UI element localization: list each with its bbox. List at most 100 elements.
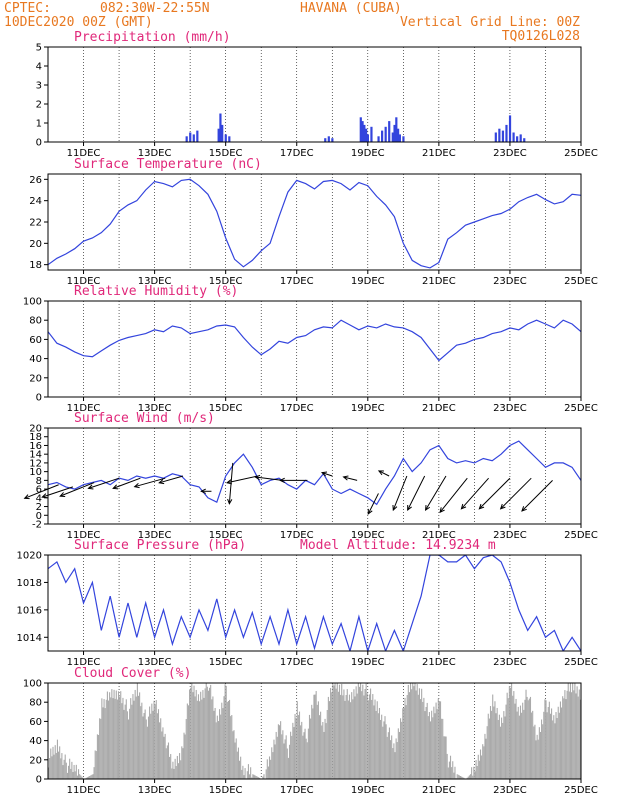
cloud-bar [268,756,271,779]
cloud-bar [234,742,236,779]
wind-arrowhead [200,488,206,494]
wind-arrow [42,486,74,498]
cloud-bar [214,707,216,779]
cloud-bar [246,771,248,779]
cloud-bar [314,694,316,779]
y-tick-label: 5 [36,43,42,54]
cloud-bar [402,708,404,779]
cloud-bar [116,699,118,779]
cloud-bar [380,719,382,779]
cloud-bar [364,689,366,779]
cloud-bar [383,721,385,779]
cloud-bar [240,756,242,779]
cloud-bar [99,718,101,779]
cloud-bar [142,716,144,779]
cloud-bar [195,689,197,779]
precip-bar [388,121,391,142]
cloud-bar [275,731,277,779]
cloud-bar [531,712,533,779]
wind-arrow [88,477,120,489]
wind-arrowhead [158,479,165,485]
cloud-bar [255,776,257,779]
wind-arrow [461,477,489,510]
cloud-bar [527,700,529,779]
series-wind [48,440,581,506]
cloud-bar [407,684,409,779]
cloud-bar [280,721,282,779]
precip-bar [384,126,387,142]
x-tick-label: 13DEC [138,657,172,668]
wind-arrowhead [377,470,384,476]
cloud-bar [381,714,383,779]
cloud-bar [368,694,371,779]
cloud-bar [241,769,243,779]
cloud-bar [134,689,136,779]
panel-frame [47,682,582,780]
y-tick-label: 2 [36,100,42,111]
wind-arrowhead [424,504,431,511]
cloud-bar [486,726,488,779]
cloud-bar [311,704,313,779]
cloud-bar [101,698,103,779]
cloud-bar [82,777,84,779]
x-tick-label: 13DEC [138,403,172,414]
cloud-bar [154,704,156,779]
cloud-bar [519,705,522,779]
cloud-bar [206,686,208,779]
wind-arrowhead [499,503,506,510]
cloud-bar [165,748,167,779]
cloud-bar [557,706,559,779]
cloud-bar [398,731,401,779]
cloud-bar [137,695,140,779]
x-tick-label: 21DEC [422,530,456,541]
cloud-bar [301,721,303,779]
cloud-bar [77,769,80,779]
cloud-bar [102,707,104,779]
cloud-bar [515,698,517,779]
cloud-bar [514,703,516,779]
cloud-bar [436,709,438,779]
cloud-bar [345,695,347,779]
cloud-bar [367,700,369,779]
cloud-bar [100,718,102,779]
wind-arrow [392,475,408,511]
cloud-bar [103,699,105,779]
wind-arrowhead [227,498,233,505]
cloud-bar [313,694,315,779]
x-tick-label: 17DEC [280,657,314,668]
cloud-bar [120,691,122,779]
wind-arrowhead [392,504,398,512]
cloud-bar [162,727,164,779]
wind-arrow [378,470,390,477]
cloud-bar [456,774,458,779]
cloud-bar [119,696,121,779]
cloud-bar [428,712,430,779]
cloud-bar [286,748,288,779]
cloud-bar [525,689,527,779]
x-tick-label: 15DEC [209,530,243,541]
precip-bar [189,132,192,142]
cloud-bar [192,692,194,779]
y-tick-label: 26 [29,175,42,186]
cloud-bar [306,742,308,779]
header-location: HAVANA (CUBA) [300,1,402,16]
cloud-bar [258,777,261,779]
cloud-bar [160,718,162,779]
cloud-bar [326,710,328,779]
cloud-bar [354,696,356,779]
x-tick-label: 21DEC [422,403,456,414]
y-tick-label: 22 [29,218,42,229]
cloud-bar [335,688,337,779]
cloud-bar [248,774,251,779]
cloud-bar [86,777,88,779]
wind-vectors [23,462,553,515]
panel-annotation: Model Altitude: 14.9234 m [300,538,496,553]
cloud-bar [75,764,77,779]
precip-bar [361,121,364,142]
cloud-bar [360,683,362,779]
cloud-bar [344,700,346,779]
wind-arrowhead [407,504,412,512]
y-tick-label: 1018 [17,578,42,589]
cloud-bar [362,684,364,779]
cloud-bar [505,704,507,779]
